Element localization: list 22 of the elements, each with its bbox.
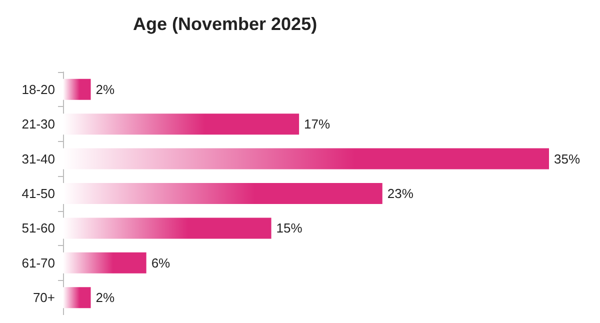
y-tick-label: 41-50 (22, 186, 55, 201)
y-tick-label: 61-70 (22, 255, 55, 270)
data-label: 6% (151, 255, 171, 270)
data-label: 17% (304, 116, 331, 132)
data-label: 35% (554, 151, 580, 166)
y-tick-label: 51-60 (22, 220, 55, 236)
y-tick-label: 21-30 (22, 116, 55, 132)
data-label: 2% (96, 82, 115, 97)
y-tick-label: 31-40 (22, 151, 55, 166)
bar (63, 114, 300, 135)
data-label: 15% (276, 220, 303, 236)
bar (63, 78, 91, 100)
y-tick-label: 18-20 (22, 82, 55, 97)
bar (63, 218, 272, 239)
bar (63, 287, 91, 308)
bar (63, 148, 549, 170)
bar (63, 252, 146, 274)
data-label: 23% (387, 186, 414, 201)
y-tick-label: 70+ (32, 290, 55, 306)
bar (63, 183, 382, 204)
chart-title: Age (November 2025) (133, 14, 318, 34)
data-label: 2% (96, 290, 115, 306)
